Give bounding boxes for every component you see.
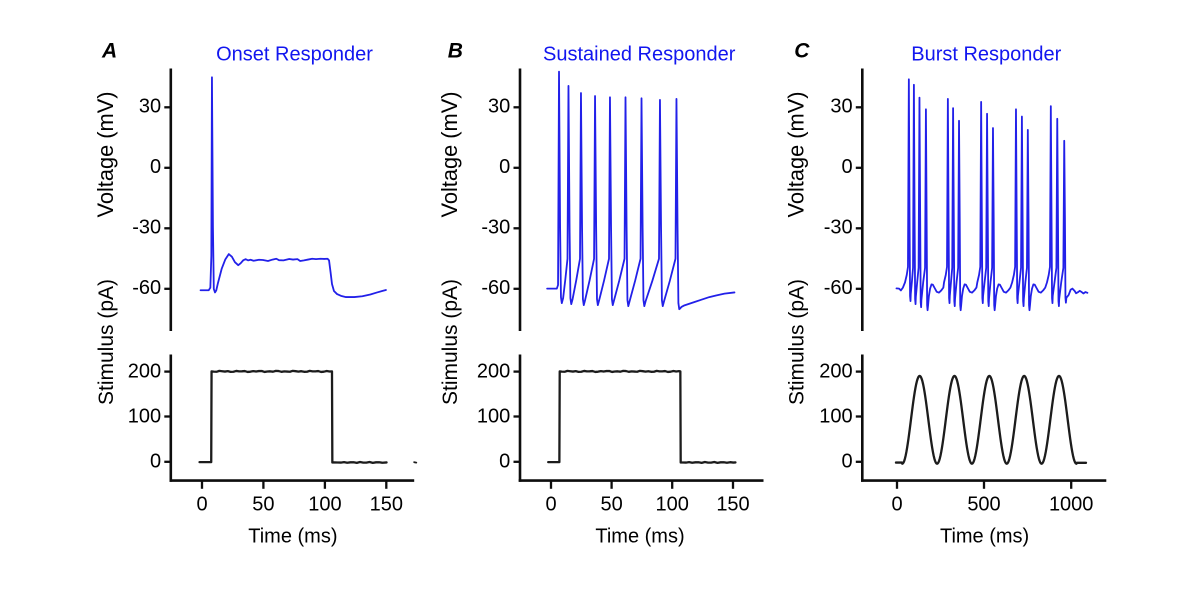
svg-text:200: 200 <box>819 361 852 383</box>
svg-text:30: 30 <box>830 96 852 118</box>
svg-text:-60: -60 <box>824 277 853 299</box>
svg-text:Stimulus (pA): Stimulus (pA) <box>439 279 462 405</box>
svg-text:-30: -30 <box>132 217 161 239</box>
svg-text:Stimulus (pA): Stimulus (pA) <box>95 279 118 405</box>
svg-text:200: 200 <box>128 361 161 383</box>
svg-text:50: 50 <box>252 494 274 516</box>
svg-text:Stimulus (pA): Stimulus (pA) <box>786 279 809 405</box>
svg-text:30: 30 <box>139 96 161 118</box>
svg-text:0: 0 <box>545 494 556 516</box>
svg-text:Burst Responder: Burst Responder <box>911 44 1061 66</box>
svg-text:0: 0 <box>499 451 510 473</box>
svg-text:100: 100 <box>308 494 341 516</box>
svg-text:-60: -60 <box>481 277 510 299</box>
svg-text:Time (ms): Time (ms) <box>248 526 337 548</box>
svg-text:0: 0 <box>196 494 207 516</box>
svg-text:B: B <box>448 40 463 63</box>
svg-text:0: 0 <box>891 494 902 516</box>
svg-text:A: A <box>101 40 117 63</box>
svg-text:100: 100 <box>128 405 161 427</box>
svg-text:-30: -30 <box>824 217 853 239</box>
svg-text:Time (ms): Time (ms) <box>940 526 1029 548</box>
svg-text:0: 0 <box>841 156 852 178</box>
svg-text:500: 500 <box>967 494 1000 516</box>
svg-text:100: 100 <box>656 494 689 516</box>
svg-text:Voltage (mV): Voltage (mV) <box>784 92 809 218</box>
svg-text:0: 0 <box>150 451 161 473</box>
svg-text:-30: -30 <box>481 217 510 239</box>
svg-text:Voltage (mV): Voltage (mV) <box>437 92 462 218</box>
svg-text:0: 0 <box>150 156 161 178</box>
svg-text:100: 100 <box>819 405 852 427</box>
svg-text:150: 150 <box>716 494 749 516</box>
svg-text:200: 200 <box>477 361 510 383</box>
svg-text:C: C <box>794 40 810 63</box>
svg-text:50: 50 <box>600 494 622 516</box>
svg-text:30: 30 <box>488 96 510 118</box>
svg-text:-60: -60 <box>132 277 161 299</box>
svg-text:150: 150 <box>370 494 403 516</box>
svg-text:1000: 1000 <box>1049 494 1094 516</box>
svg-text:Voltage (mV): Voltage (mV) <box>93 92 118 218</box>
svg-text:Time (ms): Time (ms) <box>595 526 684 548</box>
svg-text:0: 0 <box>841 451 852 473</box>
svg-text:Onset Responder: Onset Responder <box>216 44 373 66</box>
svg-text:0: 0 <box>499 156 510 178</box>
svg-text:100: 100 <box>477 405 510 427</box>
svg-text:Sustained Responder: Sustained Responder <box>543 44 736 66</box>
